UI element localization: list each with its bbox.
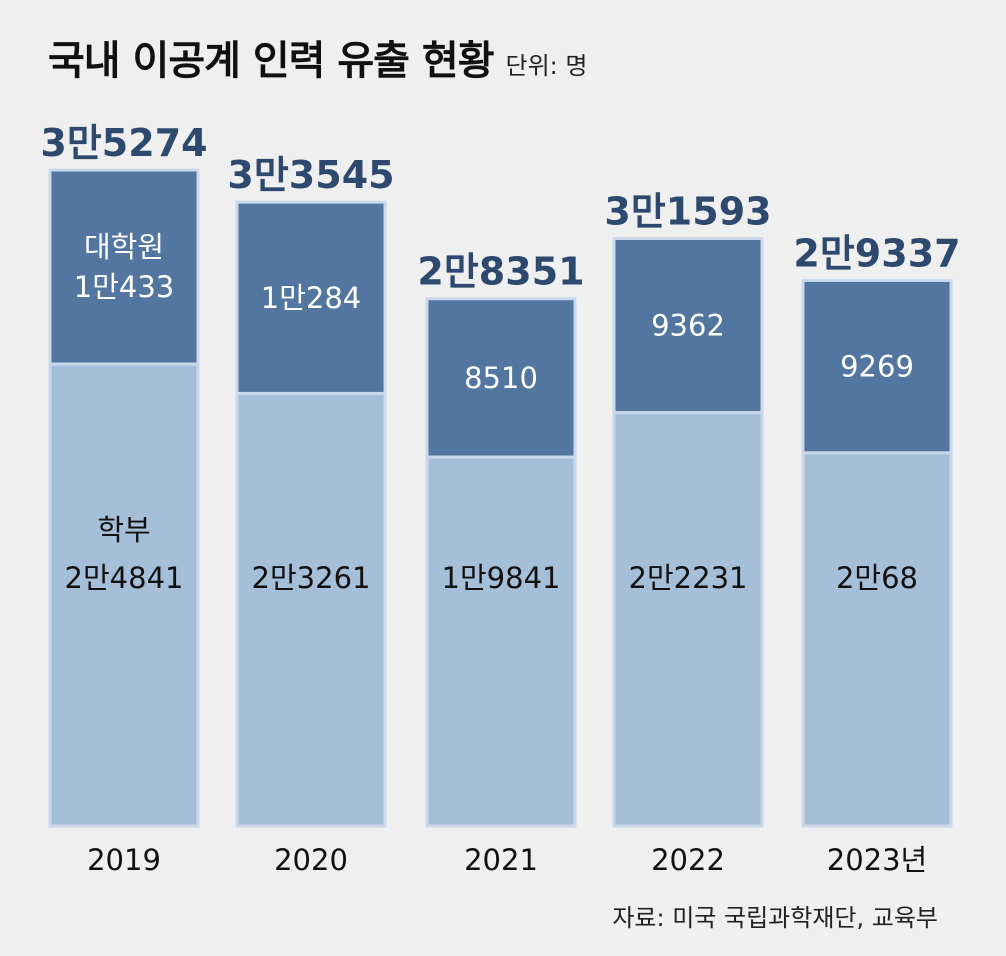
undergraduate-value-2020: 2만3261 xyxy=(252,561,371,595)
x-tick-2019: 2019 xyxy=(87,843,161,877)
graduate-value-2021: 8510 xyxy=(464,361,538,395)
bar-undergraduate-2020 xyxy=(235,391,387,828)
source-note: 자료: 미국 국립과학재단, 교육부 xyxy=(612,904,938,932)
bar-undergraduate-2022 xyxy=(612,411,764,828)
chart-title-block: 국내 이공계 인력 유출 현황 단위: 명 xyxy=(48,28,587,86)
bar-undergraduate-2019 xyxy=(48,362,200,828)
total-label-2020: 3만3545 xyxy=(227,153,394,197)
bar-graduate-2022 xyxy=(612,236,764,415)
undergraduate-value-2021: 1만9841 xyxy=(442,561,561,595)
x-tick-2023년: 2023년 xyxy=(827,843,927,877)
x-tick-2020: 2020 xyxy=(274,843,348,877)
x-tick-2022: 2022 xyxy=(651,843,725,877)
undergraduate-value-2019: 2만4841 xyxy=(65,561,184,595)
graduate-value-2020: 1만284 xyxy=(261,281,361,315)
unit-label: 단위: 명 xyxy=(505,52,588,80)
bar-undergraduate-2021 xyxy=(425,455,577,828)
bar-graduate-2020 xyxy=(235,200,387,395)
total-label-2022: 3만1593 xyxy=(604,189,771,233)
total-label-2021: 2만8351 xyxy=(417,250,584,294)
total-label-2023년: 2만9337 xyxy=(793,231,960,275)
chart-title: 국내 이공계 인력 유출 현황 xyxy=(48,38,495,84)
bar-graduate-2019 xyxy=(48,168,200,366)
graduate-value-2019: 1만433 xyxy=(74,270,174,304)
undergraduate-value-2023년: 2만68 xyxy=(836,561,918,595)
x-tick-2021: 2021 xyxy=(464,843,538,877)
series-name-graduate: 대학원 xyxy=(84,230,164,264)
bar-graduate-2023년 xyxy=(801,278,953,455)
series-name-undergraduate: 학부 xyxy=(97,513,150,547)
bar-undergraduate-2023년 xyxy=(801,451,953,828)
undergraduate-value-2022: 2만2231 xyxy=(629,561,748,595)
graduate-value-2022: 9362 xyxy=(651,309,725,343)
total-label-2019: 3만5274 xyxy=(40,121,207,165)
graduate-value-2023년: 9269 xyxy=(840,350,914,384)
bar-graduate-2021 xyxy=(425,297,577,459)
